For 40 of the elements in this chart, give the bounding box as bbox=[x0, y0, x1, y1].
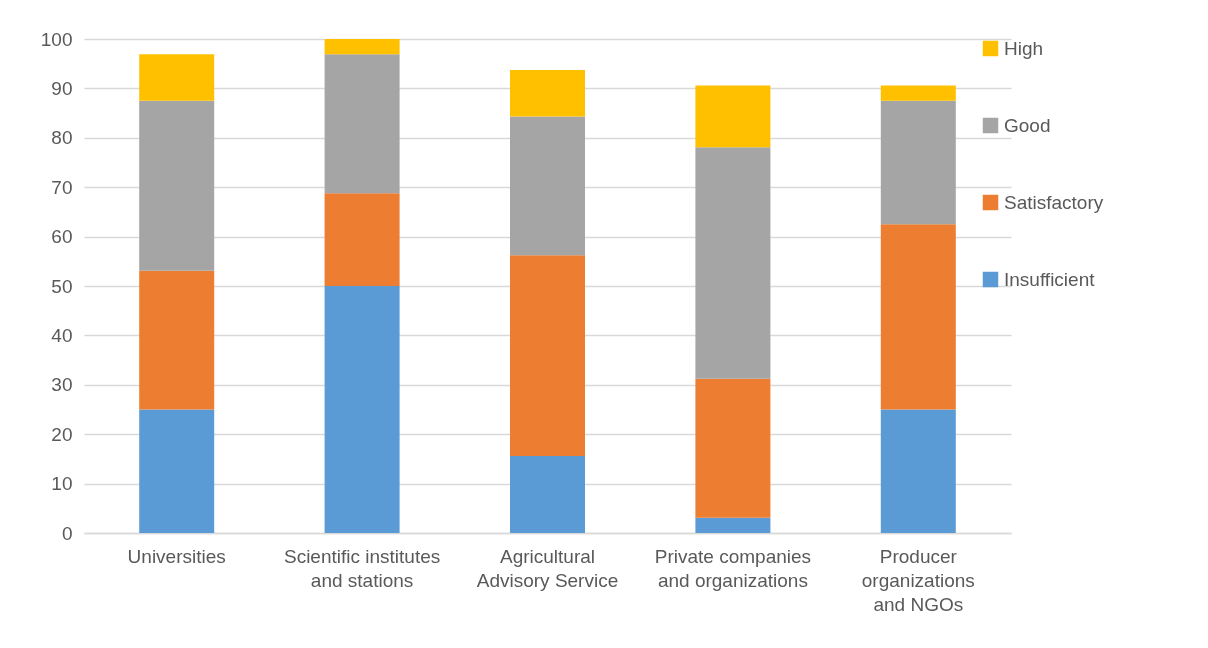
x-tick-label: Agricultural Advisory Service bbox=[476, 545, 619, 591]
x-tick-label: Producer organizations and NGOs bbox=[861, 545, 975, 615]
legend-label: Good bbox=[1004, 114, 1051, 136]
bar bbox=[695, 517, 771, 533]
bar bbox=[139, 409, 215, 533]
bar bbox=[510, 455, 585, 533]
bar bbox=[324, 39, 400, 55]
y-tick-label: 10 bbox=[51, 473, 73, 495]
y-tick-label: 0 bbox=[61, 522, 73, 544]
bar bbox=[880, 85, 956, 101]
legend-label: Satisfactory bbox=[1004, 191, 1104, 213]
y-tick-label: 20 bbox=[51, 423, 73, 445]
bar bbox=[695, 378, 771, 518]
bar bbox=[880, 409, 956, 533]
x-tick-label: Private companies and organizations bbox=[654, 545, 812, 591]
bar bbox=[324, 54, 400, 194]
bar bbox=[324, 286, 400, 533]
x-tick-label: Scientific institutes and stations bbox=[283, 545, 441, 591]
bar bbox=[139, 54, 215, 101]
x-tick-label: Universities bbox=[127, 545, 226, 567]
bar bbox=[695, 147, 771, 379]
legend-label: High bbox=[1004, 37, 1044, 59]
bar bbox=[695, 85, 771, 148]
bar bbox=[324, 193, 400, 286]
y-tick-label: 70 bbox=[51, 176, 73, 198]
bar bbox=[139, 100, 215, 271]
y-tick-label: 90 bbox=[51, 77, 73, 99]
bar bbox=[510, 255, 585, 456]
bar bbox=[510, 70, 585, 117]
y-tick-label: 60 bbox=[51, 226, 73, 248]
y-tick-label: 50 bbox=[51, 275, 73, 297]
bar bbox=[510, 116, 585, 256]
y-tick-label: 80 bbox=[51, 127, 73, 149]
legend-label: Insufficient bbox=[1004, 268, 1096, 290]
y-tick-label: 100 bbox=[40, 28, 73, 50]
bar bbox=[880, 224, 956, 410]
bar bbox=[880, 100, 956, 225]
bar bbox=[139, 270, 215, 410]
y-tick-label: 40 bbox=[51, 324, 73, 346]
y-tick-label: 30 bbox=[51, 374, 73, 396]
